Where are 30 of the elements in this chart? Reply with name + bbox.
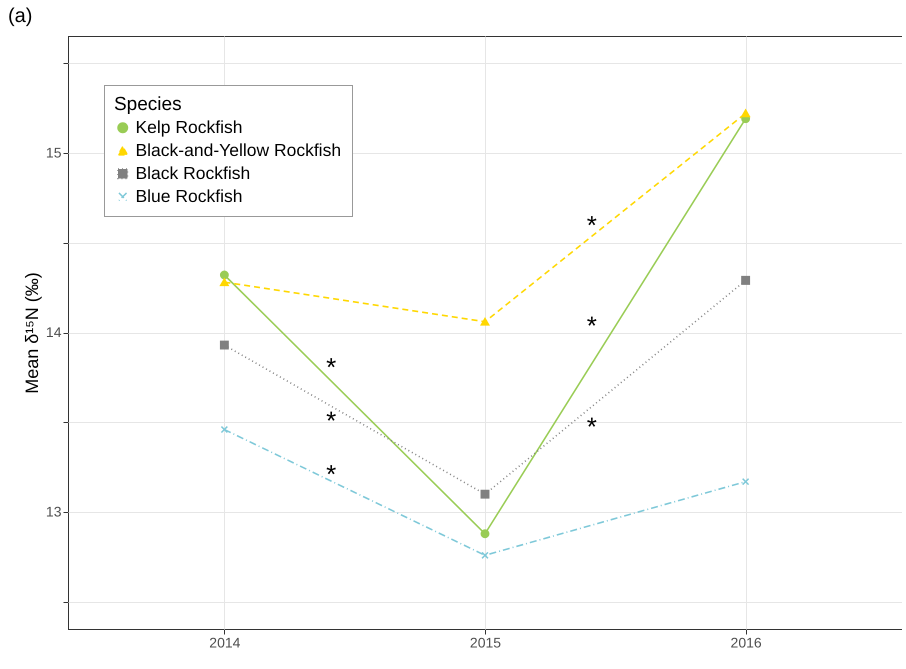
point <box>741 276 750 285</box>
annotation: * <box>586 210 597 240</box>
x-tick-label: 2016 <box>730 634 762 650</box>
y-tick-label: 14 <box>46 324 62 340</box>
point <box>220 426 228 434</box>
point <box>480 318 490 326</box>
x-tick-label: 2014 <box>209 634 241 650</box>
annotation: * <box>586 310 597 341</box>
legend-label: Black-and-Yellow Rockfish <box>136 140 342 160</box>
point <box>741 109 750 118</box>
chart-title: (a) <box>8 5 32 27</box>
x-tick-label: 2015 <box>470 634 502 650</box>
y-axis-title: Mean δ¹⁵N (‰) <box>22 272 42 394</box>
legend-label: Black Rockfish <box>136 162 250 183</box>
point <box>220 270 229 280</box>
point <box>481 552 489 560</box>
point <box>480 490 490 499</box>
annotation: * <box>586 411 597 442</box>
point <box>220 340 229 350</box>
annotation: * <box>326 406 336 436</box>
y-tick-label: 15 <box>46 144 62 160</box>
legend-title: Species <box>114 94 182 115</box>
annotation: * <box>326 352 336 382</box>
point <box>480 529 490 538</box>
legend-label: Blue Rockfish <box>136 186 242 206</box>
point <box>742 478 750 486</box>
legend-label: Kelp Rockfish <box>136 116 242 137</box>
y-tick-label: 13 <box>46 504 62 520</box>
point <box>220 278 229 286</box>
annotation: * <box>326 458 336 489</box>
